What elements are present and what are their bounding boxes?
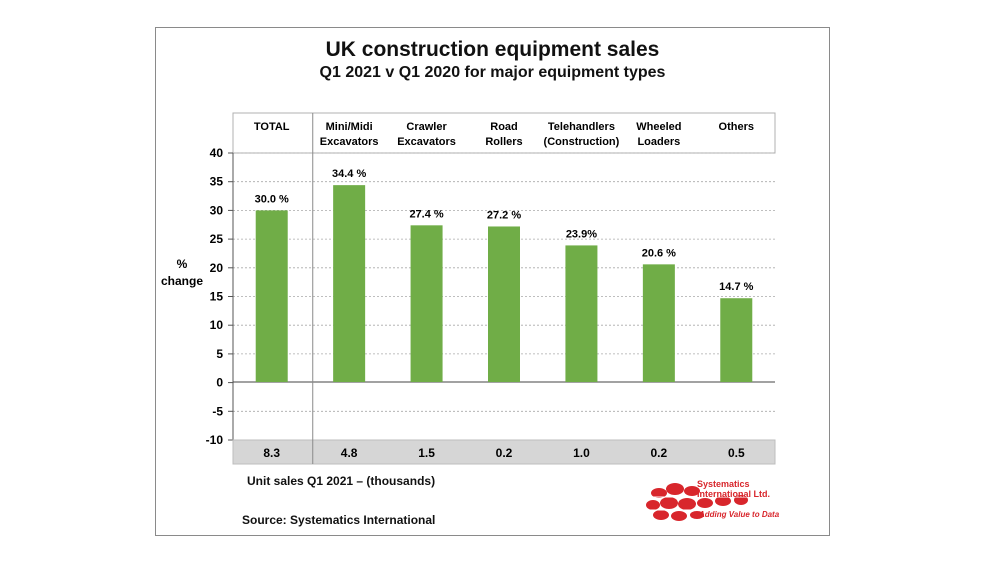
y-tick-label: -10 [206, 433, 224, 447]
y-tick-label: 25 [210, 232, 224, 246]
logo-company-name: Systematics International Ltd. [697, 479, 770, 499]
category-label: (Construction) [544, 136, 620, 148]
bar [488, 226, 520, 382]
unit-sales-band [232, 439, 776, 465]
category-label: Mini/Midi [326, 121, 373, 133]
unit-sales-value: 0.2 [651, 446, 668, 460]
y-axis-label: change [161, 274, 203, 288]
unit-sales-value: 0.5 [728, 446, 745, 460]
category-label: Road [490, 121, 518, 133]
category-label: Wheeled [636, 121, 681, 133]
y-tick-label: 20 [210, 261, 224, 275]
bar [410, 225, 443, 382]
logo-tagline: Adding Value to Data [699, 510, 780, 519]
bar [255, 210, 288, 382]
y-tick-label: 15 [210, 290, 224, 304]
y-tick-label: 0 [216, 376, 223, 390]
unit-sales-value: 1.5 [418, 446, 435, 460]
unit-sales-value: 0.2 [496, 446, 513, 460]
y-tick-label: 40 [210, 146, 224, 160]
category-label: Excavators [320, 136, 379, 148]
unit-sales-note: Unit sales Q1 2021 – (thousands) [247, 474, 436, 488]
y-axis-label: % [177, 257, 188, 271]
category-header-band [232, 112, 776, 154]
bar [642, 264, 675, 382]
bar-value-label: 20.6 % [642, 247, 676, 259]
bar [565, 245, 598, 382]
unit-sales-value: 8.3 [263, 446, 280, 460]
category-label: Telehandlers [548, 121, 615, 133]
bar-value-label: 30.0 % [255, 193, 289, 205]
chart-title: UK construction equipment sales [325, 38, 660, 61]
y-tick-label: 30 [210, 203, 224, 217]
bar-value-label: 27.4 % [409, 208, 443, 220]
y-tick-label: 5 [216, 347, 223, 361]
bar-value-label: 14.7 % [719, 281, 753, 293]
bar-value-label: 34.4 % [332, 168, 366, 180]
bar [720, 298, 753, 382]
category-label: Crawler [406, 121, 447, 133]
category-label: Excavators [397, 136, 456, 148]
y-tick-label: 10 [210, 318, 224, 332]
logo-dots-icon [645, 483, 755, 521]
category-label: Others [719, 121, 754, 133]
unit-sales-value: 1.0 [573, 446, 590, 460]
bar-value-label: 27.2 % [487, 209, 521, 221]
source-note: Source: Systematics International [242, 513, 436, 527]
category-label: Loaders [637, 136, 680, 148]
bar-value-label: 23.9% [566, 228, 597, 240]
category-label: Rollers [485, 136, 522, 148]
y-tick-label: 35 [210, 175, 224, 189]
category-label: TOTAL [254, 121, 290, 133]
systematics-logo: Systematics International Ltd. Adding Va… [645, 477, 795, 525]
bar [333, 185, 366, 382]
y-tick-label: -5 [212, 404, 223, 418]
chart-subtitle: Q1 2021 v Q1 2020 for major equipment ty… [319, 64, 666, 81]
unit-sales-value: 4.8 [341, 446, 358, 460]
